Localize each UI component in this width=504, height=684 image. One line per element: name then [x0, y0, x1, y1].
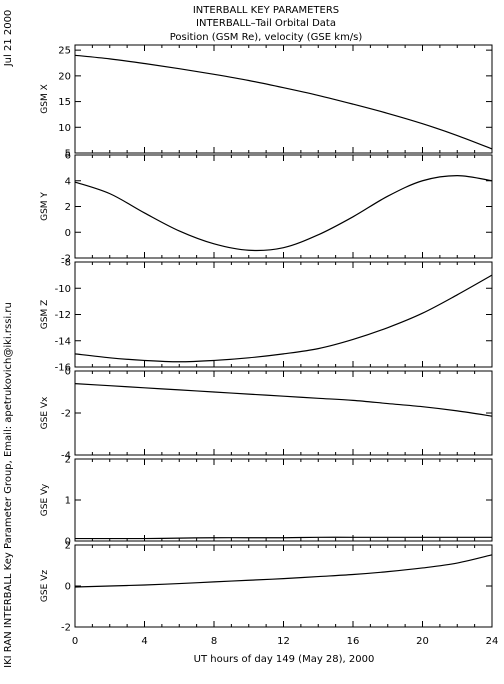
x-tick-label: 20: [416, 636, 429, 647]
series-line-gse-vy: [75, 536, 492, 540]
y-tick-label: 20: [58, 71, 71, 82]
panel-4: 0 1 2 GSE Vy: [40, 455, 493, 548]
y-tick-label: -8: [61, 258, 71, 269]
x-tick-label: 24: [486, 636, 499, 647]
panel-5: -2 0 2 GSE Vz: [40, 541, 493, 634]
y-tick-label: 0: [65, 537, 71, 548]
panel-frame: [74, 154, 493, 259]
y-tick-label: 5: [65, 149, 71, 160]
y-tick-label: 2: [65, 455, 71, 466]
series-line-gsm-x: [74, 54, 493, 150]
y-tick-label: -10: [55, 284, 71, 295]
panel-2: -16 -14 -12 -10 -8 GSM Z: [40, 258, 493, 374]
panel-ylabel: GSE Vx: [40, 396, 50, 429]
y-tick-label: -12: [55, 310, 71, 321]
panel-frame: [74, 544, 493, 628]
x-tick-label: 8: [211, 636, 217, 647]
y-tick-label: 6: [65, 151, 71, 162]
y-tick-label: -16: [55, 363, 71, 374]
panel-ylabel: GSM X: [40, 84, 50, 113]
y-tick-label: 25: [58, 46, 71, 57]
series-line-gsm-y: [74, 174, 493, 252]
chart-title-line2: INTERBALL–Tail Orbital Data: [196, 18, 336, 29]
y-tick-label: 2: [65, 202, 71, 213]
y-tick-label: -2: [61, 623, 71, 634]
series-line-gse-vx: [74, 383, 493, 417]
panel-ylabel: GSE Vy: [40, 483, 50, 516]
x-tick-label: 4: [141, 636, 147, 647]
y-tick-label: 1: [65, 496, 71, 507]
chart-title-line1: INTERBALL KEY PARAMETERS: [193, 5, 339, 16]
side-credit: IKI RAN INTERBALL Key Parameter Group, E…: [3, 302, 14, 668]
y-tick-label: 0: [65, 582, 71, 593]
x-tick-label: 16: [347, 636, 360, 647]
side-date: Jul 21 2000: [3, 10, 14, 68]
panel-ylabel: GSM Z: [40, 300, 50, 329]
panel-3: -4 -2 0 GSE Vx: [40, 367, 493, 462]
panel-1: -2 0 2 4 6 GSM Y: [40, 151, 493, 265]
panel-ylabel: GSM Y: [40, 192, 50, 221]
panel-0: 5 10 15 20 25 GSM X: [40, 44, 493, 160]
y-tick-label: 0: [65, 367, 71, 378]
panel-frame: [74, 261, 493, 368]
y-tick-label: -4: [61, 451, 71, 462]
series-line-gsm-z: [74, 274, 493, 363]
panel-frame: [74, 458, 493, 542]
panel-frame: [74, 44, 493, 154]
y-tick-label: 15: [58, 97, 71, 108]
y-tick-label: 10: [58, 123, 71, 134]
y-tick-label: -2: [61, 254, 71, 265]
y-tick-label: -14: [55, 336, 71, 347]
y-tick-label: 0: [65, 228, 71, 239]
x-tick-label: 0: [72, 636, 78, 647]
panel-frame: [74, 370, 493, 456]
chart-title-line3: Position (GSM Re), velocity (GSE km/s): [170, 32, 363, 43]
y-tick-label: -2: [61, 409, 71, 420]
y-tick-label: 2: [65, 541, 71, 552]
series-line-gse-vz: [74, 554, 493, 588]
y-tick-label: 4: [65, 176, 71, 187]
x-axis-label: UT hours of day 149 (May 28), 2000: [194, 654, 375, 665]
panel-ylabel: GSE Vz: [40, 570, 50, 602]
x-tick-label: 12: [277, 636, 290, 647]
